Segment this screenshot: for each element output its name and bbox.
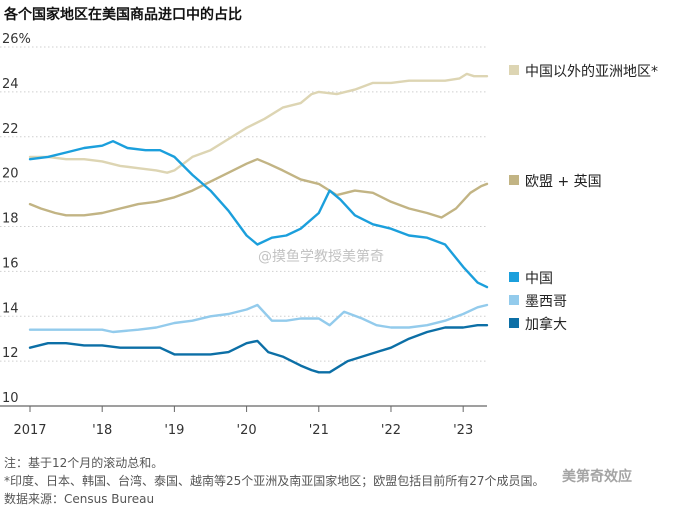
series-line-4 [28, 324, 489, 374]
x-tick-label: '20 [237, 423, 257, 438]
legend-swatch [509, 175, 519, 185]
grid-lines [0, 46, 487, 407]
x-tick-label: 2017 [13, 423, 46, 438]
watermark-center: @摸鱼学教授美第奇 [258, 249, 384, 265]
y-tick-label: 24 [2, 77, 19, 92]
series-line-1 [28, 158, 489, 219]
y-tick-label: 18 [2, 212, 19, 227]
x-tick-label: '21 [309, 423, 329, 438]
footnote-source: 数据来源：Census Bureau [4, 492, 155, 506]
legend-swatch [509, 318, 519, 328]
x-tick-label: '18 [92, 423, 112, 438]
legend-swatch [509, 295, 519, 305]
y-tick-label: 20 [2, 167, 19, 182]
y-tick-label: 10 [2, 391, 19, 406]
y-axis-ticks: 26% 24 22 20 18 16 14 12 10 [2, 32, 31, 406]
legend-label: 中国 [525, 271, 553, 287]
x-tick-label: '23 [453, 423, 473, 438]
legend-swatch [509, 65, 519, 75]
x-axis: 2017 '18 '19 '20 '21 '22 '23 [13, 406, 473, 438]
legend-swatch [509, 272, 519, 282]
y-tick-label: 12 [2, 346, 19, 361]
legend-label: 欧盟 + 英国 [525, 173, 602, 190]
series-line-2 [28, 140, 489, 289]
x-tick-label: '22 [381, 423, 401, 438]
series-line-0 [28, 72, 489, 174]
y-tick-label: 14 [2, 301, 19, 316]
legend-label: 加拿大 [525, 316, 567, 333]
chart-title: 各个国家地区在美国商品进口中的占比 [4, 7, 242, 23]
legend-label: 中国以外的亚洲地区* [525, 64, 658, 80]
series-lines [28, 72, 489, 374]
legend-label: 墨西哥 [525, 294, 567, 310]
series-line-3 [28, 303, 489, 334]
y-tick-label: 26% [2, 32, 31, 47]
x-tick-label: '19 [164, 423, 184, 438]
y-tick-label: 16 [2, 256, 19, 271]
watermark-corner: 美第奇效应 [560, 466, 634, 486]
y-tick-label: 22 [2, 122, 19, 137]
footnote-note: 注：基于12个月的滚动总和。 [4, 456, 164, 470]
footnote-definition: *印度、日本、韩国、台湾、泰国、越南等25个亚洲及南亚国家地区；欧盟包括目前所有… [4, 474, 545, 488]
